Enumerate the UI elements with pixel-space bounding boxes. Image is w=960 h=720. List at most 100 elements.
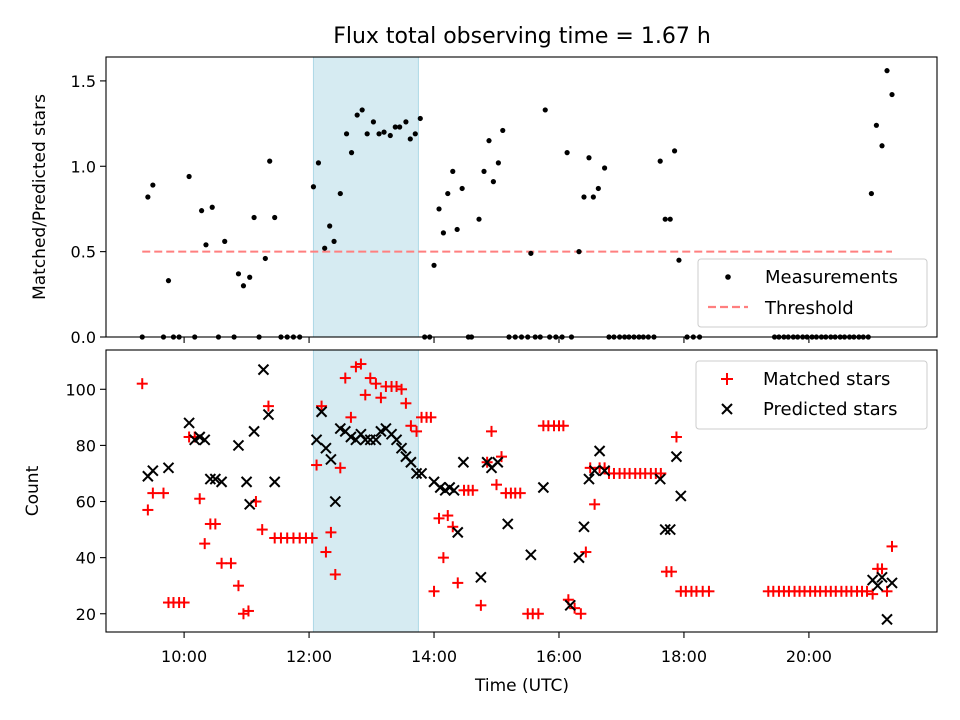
measurement-point [459,185,465,192]
measurement-point [222,238,228,244]
measurement-point [481,168,487,174]
measurement-point [500,127,506,134]
matched-star-point [345,411,357,423]
matched-star-point [225,557,237,569]
measurement-point [315,160,322,166]
measurement-point [657,158,663,164]
predicted-star-point [268,476,281,488]
legend-label-predicted: Predicted stars [763,399,897,420]
matched-star-point [486,425,498,437]
y-tick-label: 0.5 [71,243,96,262]
measurement-point [564,150,570,156]
measurement-point [376,131,382,137]
matched-star-point [325,526,337,538]
x-tick-label: 14:00 [411,647,457,666]
matched-star-point [514,487,526,499]
matched-star-point [359,389,371,401]
predicted-star-point [654,473,666,485]
matched-star-point [452,577,464,589]
measurement-point [198,208,205,214]
matched-star-point [569,602,581,614]
matched-star-point [665,566,677,578]
predicted-star-point [199,434,211,446]
matched-star-point [329,568,341,580]
predicted-star-point [262,408,275,421]
matched-star-point [157,487,169,499]
measurement-point [359,107,365,113]
measurement-point [879,143,885,149]
matched-star-point [491,479,503,491]
measurement-point [431,262,437,268]
measurement-point [445,190,451,197]
predicted-star-point [390,434,403,446]
measurement-point [145,194,151,200]
measurement-point [364,131,370,137]
predicted-star-point [147,464,159,477]
measurement-point [387,132,393,139]
matched-star-point [496,451,508,463]
matched-star-point [400,397,412,409]
predicted-star-point [359,434,372,446]
measurement-point [528,250,534,256]
bottom-legend-box [695,360,928,430]
predicted-star-point [240,476,253,488]
matched-star-point [396,383,408,395]
y-tick-label: 100 [65,380,96,399]
measurement-point [662,216,668,222]
matched-star-point [589,498,601,510]
measurement-point [476,216,482,222]
measurement-point [354,112,360,118]
predicted-star-point [502,518,514,530]
predicted-star-point [410,467,423,480]
x-tick-label: 10:00 [161,647,207,666]
predicted-star-point [457,456,470,468]
measurement-point [397,124,403,130]
x-tick-label: 20:00 [786,647,832,666]
predicted-star-point [162,462,175,474]
matched-star-point [580,546,592,558]
predicted-star-point [876,571,888,583]
measurement-point [209,204,215,210]
predicted-star-point [183,417,195,429]
matched-star-point [442,510,454,522]
predicted-star-point [886,577,898,589]
matched-star-point [375,392,387,404]
y-tick-label: 0.0 [71,328,96,347]
matched-star-point [232,580,244,592]
measurement-point [235,271,242,277]
predicted-star-point [578,521,590,533]
predicted-star-point [525,549,537,561]
predicted-star-point [370,434,382,446]
matched-star-point [670,431,682,443]
predicted-star-point [588,464,601,477]
bottom-panel-frame [105,349,938,633]
matched-star-point [861,585,873,597]
predicted-star-point [395,442,408,454]
y-tick-label: 1.5 [71,72,96,91]
matched-star-point [364,372,376,384]
matched-star-point [199,538,211,550]
chart-title: Flux total observing time = 1.67 h [333,24,711,49]
measurement-point [348,150,355,156]
matched-star-point [316,400,328,412]
legend-label-matched: Matched stars [763,369,890,390]
measurement-point [542,107,548,113]
predicted-star-point [452,526,464,539]
top-panel-frame [105,56,938,338]
measurement-point [884,68,890,74]
measurement-point [262,255,268,262]
matched-star-point [532,608,544,620]
measurement-point [495,160,501,166]
predicted-star-point [257,363,270,376]
matched-star-point [405,420,417,432]
matched-star-point [876,563,888,575]
matched-star-point [339,372,351,384]
matched-star-point [262,400,274,412]
predicted-star-point [573,551,585,564]
matched-star-point [209,518,221,530]
bottom-panel: 20 40 60 80 100 10:00 12:00 14:00 16:00 18:00 20:… [23,349,938,666]
predicted-star-point [248,425,260,438]
measurement-point [272,214,278,221]
matched-star-point [467,484,479,496]
